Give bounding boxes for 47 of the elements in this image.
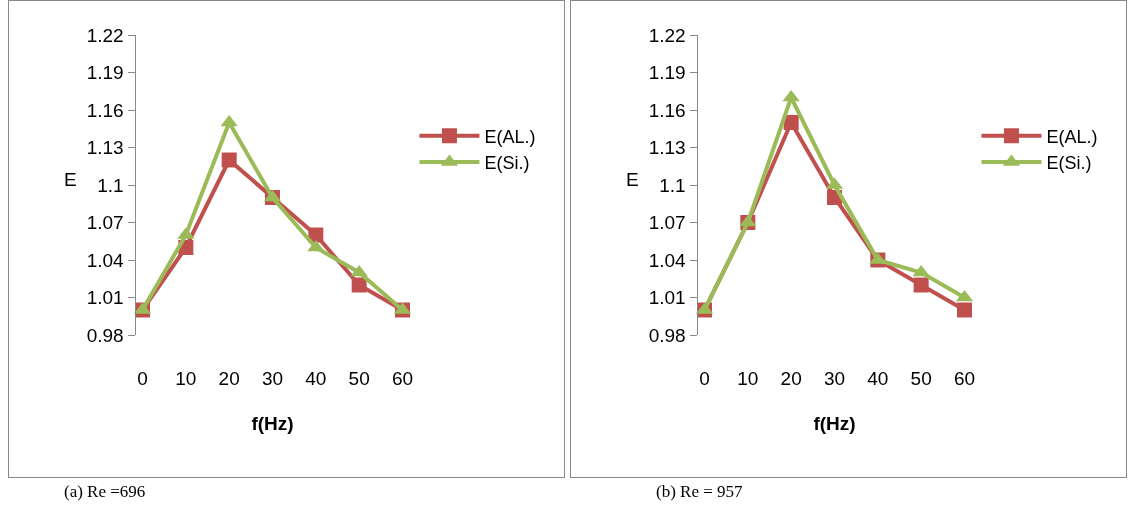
x-tick-label: 50	[348, 368, 370, 389]
x-tick-label: 50	[910, 368, 932, 389]
y-tick-label: 1.01	[648, 287, 686, 309]
y-tick-label: 1.1	[659, 174, 686, 196]
x-tick-label: 40	[305, 368, 327, 389]
point	[783, 115, 799, 130]
y-tick-label: 1.16	[86, 99, 124, 121]
y-tick-label: 0.98	[648, 324, 686, 346]
x-tick-label: 10	[175, 368, 197, 389]
legend-label: E(AL.)	[484, 126, 536, 147]
point	[351, 277, 367, 293]
y-tick-label: 1.22	[86, 24, 124, 46]
y-tick-label: 1.04	[648, 249, 687, 271]
y-axis-title: E	[626, 169, 639, 190]
x-tick-label: 0	[137, 368, 148, 389]
y-axis-title: E	[64, 169, 77, 190]
y-tick-label: 1.07	[648, 212, 686, 234]
y-tick-label: 1.01	[86, 287, 124, 309]
x-tick-label: 20	[780, 368, 802, 389]
x-tick-label: 40	[867, 368, 889, 389]
x-tick-label: 60	[391, 368, 414, 389]
x-axis-title: f(Hz)	[813, 412, 856, 434]
x-tick-label: 0	[699, 368, 710, 389]
x-tick-label: 20	[218, 368, 240, 389]
y-tick-label: 0.98	[86, 324, 124, 346]
y-tick-label: 1.07	[86, 212, 124, 234]
legend-label: E(AL.)	[1046, 126, 1098, 147]
legend-label: E(Si.)	[1046, 153, 1092, 174]
y-tick-label: 1.1	[97, 174, 124, 196]
y-tick-label: 1.13	[648, 137, 686, 159]
text: (a) Re =696	[64, 482, 146, 502]
point	[957, 302, 972, 318]
y-tick-label: 1.04	[86, 249, 125, 271]
x-tick-label: 30	[261, 368, 284, 389]
point	[913, 277, 929, 293]
y-tick-label: 1.16	[648, 99, 686, 121]
y-tick-label: 1.19	[86, 62, 124, 84]
x-tick-label: 30	[823, 368, 846, 389]
text: (b) Re = 957	[656, 482, 743, 502]
y-tick-label: 1.19	[648, 62, 686, 84]
x-tick-label: 60	[953, 368, 976, 389]
x-tick-label: 10	[737, 368, 759, 389]
legend-label: E(Si.)	[484, 153, 530, 174]
y-tick-label: 1.13	[86, 137, 124, 159]
x-axis-title: f(Hz)	[251, 412, 294, 434]
y-tick-label: 1.22	[648, 24, 686, 46]
point	[221, 152, 237, 168]
